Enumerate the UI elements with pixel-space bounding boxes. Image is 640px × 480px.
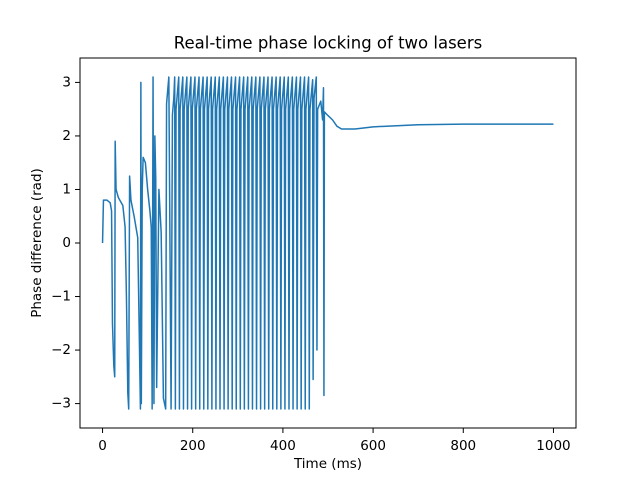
plot-frame	[79, 57, 577, 429]
x-tick-label: 800	[450, 438, 476, 454]
y-tick-label: 3	[62, 74, 71, 90]
y-tick-label: −1	[51, 289, 71, 305]
x-tick-label: 200	[180, 438, 206, 454]
y-tick-label: 2	[62, 128, 71, 144]
x-axis-label: Time (ms)	[293, 456, 362, 472]
chart-title: Real-time phase locking of two lasers	[174, 34, 482, 53]
y-axis-label: Phase difference (rad)	[29, 168, 45, 318]
y-tick-label: 1	[62, 181, 71, 197]
x-tick-label: 0	[98, 438, 107, 454]
data-line	[101, 76, 554, 410]
x-tick-label: 400	[270, 438, 296, 454]
x-tick-label: 600	[360, 438, 386, 454]
y-tick-label: −3	[51, 396, 71, 412]
x-tick-label: 1000	[536, 438, 570, 454]
y-tick-label: 0	[62, 235, 71, 251]
y-tick-label: −2	[51, 342, 71, 358]
